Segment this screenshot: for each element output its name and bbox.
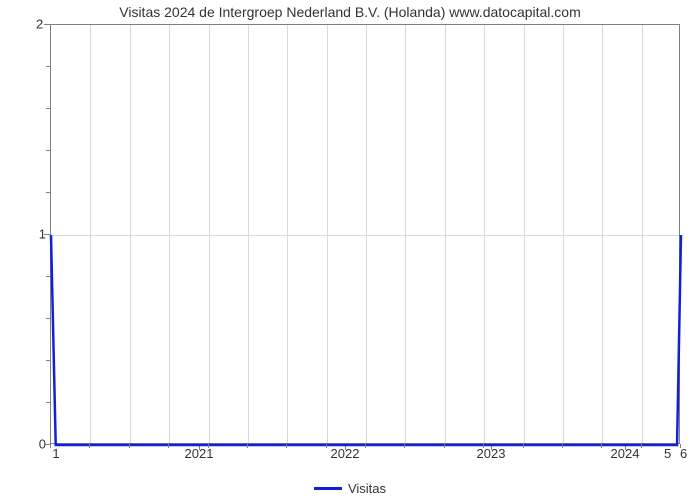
x-minor-tick [641, 444, 642, 448]
legend-swatch [314, 487, 342, 490]
x-minor-tick [483, 444, 484, 448]
x-minor-tick [286, 444, 287, 448]
x-minor-tick [404, 444, 405, 448]
x-minor-tick [523, 444, 524, 448]
x-minor-tick [89, 444, 90, 448]
x-minor-tick [444, 444, 445, 448]
line-series-svg [51, 25, 681, 445]
x-minor-tick [208, 444, 209, 448]
x-minor-tick [601, 444, 602, 448]
x-minor-tick [129, 444, 130, 448]
legend: Visitas [0, 477, 700, 496]
chart-container: Visitas 2024 de Intergroep Nederland B.V… [0, 0, 700, 500]
x-minor-tick [247, 444, 248, 448]
x-minor-tick [562, 444, 563, 448]
x-right-edge-label: 5 [664, 446, 671, 461]
x-minor-tick [168, 444, 169, 448]
chart-title: Visitas 2024 de Intergroep Nederland B.V… [0, 4, 700, 20]
x-right-edge-label: 6 [680, 446, 687, 461]
x-minor-tick [365, 444, 366, 448]
x-minor-tick [680, 444, 681, 448]
x-minor-tick [326, 444, 327, 448]
series-line [51, 235, 681, 445]
legend-item: Visitas [314, 481, 386, 496]
legend-label: Visitas [348, 481, 386, 496]
x-left-edge-label: 1 [52, 446, 59, 461]
y-tick-label: 2 [36, 17, 43, 32]
x-minor-tick [50, 444, 51, 448]
plot-area [50, 24, 680, 444]
